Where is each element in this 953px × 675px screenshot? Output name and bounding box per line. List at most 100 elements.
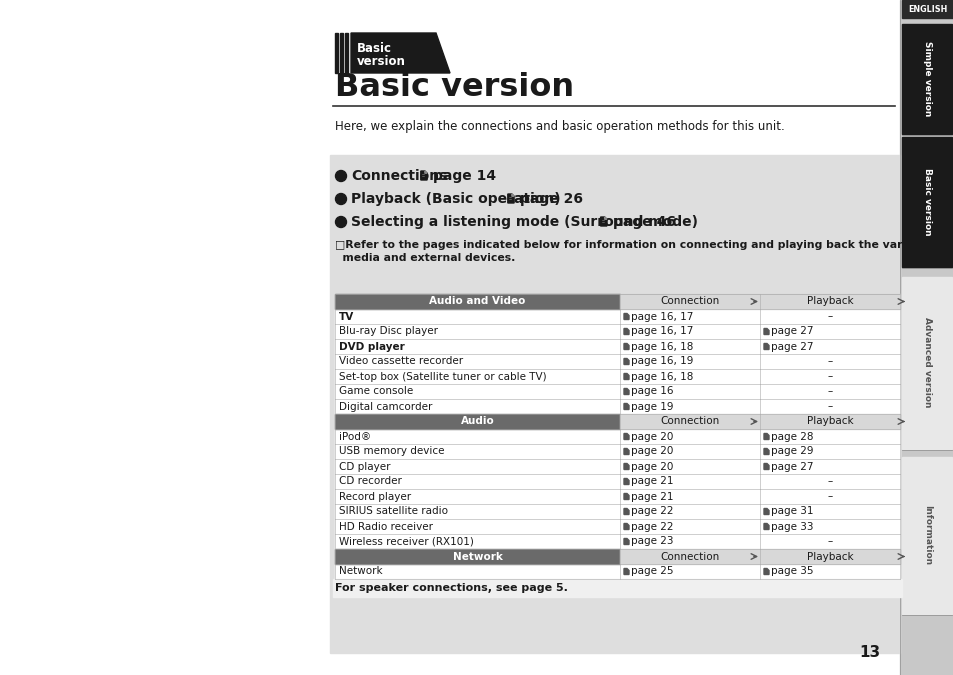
Text: –: –	[826, 477, 832, 487]
Bar	[335, 459, 899, 474]
Text: page 27: page 27	[770, 342, 813, 352]
Bar	[335, 534, 899, 549]
Polygon shape	[623, 479, 628, 485]
Text: Video cassette recorder: Video cassette recorder	[338, 356, 462, 367]
Polygon shape	[351, 33, 450, 73]
Text: page 22: page 22	[630, 522, 673, 531]
Polygon shape	[763, 464, 768, 470]
Text: page 28: page 28	[770, 431, 813, 441]
Bar	[335, 369, 899, 384]
Text: Blu-ray Disc player: Blu-ray Disc player	[338, 327, 437, 337]
Text: CD recorder: CD recorder	[338, 477, 401, 487]
Polygon shape	[507, 194, 514, 203]
Polygon shape	[604, 217, 606, 219]
Polygon shape	[623, 508, 628, 514]
Polygon shape	[623, 524, 628, 529]
Text: Audio and Video: Audio and Video	[429, 296, 525, 306]
Text: Game console: Game console	[338, 387, 413, 396]
Text: version: version	[356, 55, 405, 68]
Text: page 23: page 23	[630, 537, 673, 547]
Text: page 19: page 19	[630, 402, 673, 412]
Text: DVD player: DVD player	[338, 342, 404, 352]
Bar	[335, 504, 899, 519]
Text: page 16, 17: page 16, 17	[630, 311, 693, 321]
Bar	[335, 429, 899, 444]
Bar	[899, 0, 953, 675]
Text: page 20: page 20	[630, 446, 673, 456]
Text: Digital camcorder: Digital camcorder	[338, 402, 432, 412]
Bar	[339, 33, 343, 73]
Text: Set-top box (Satellite tuner or cable TV): Set-top box (Satellite tuner or cable TV…	[338, 371, 546, 381]
Text: page 25: page 25	[630, 566, 673, 576]
Text: TV: TV	[338, 311, 354, 321]
Text: Basic version: Basic version	[335, 72, 574, 103]
Bar	[335, 474, 899, 489]
Text: –: –	[826, 537, 832, 547]
Polygon shape	[623, 464, 628, 470]
Bar	[335, 414, 619, 429]
Text: page 20: page 20	[630, 462, 673, 472]
Text: SIRIUS satellite radio: SIRIUS satellite radio	[338, 506, 448, 516]
Polygon shape	[763, 329, 768, 335]
Text: –: –	[826, 356, 832, 367]
Text: USB memory device: USB memory device	[338, 446, 444, 456]
Text: Playback: Playback	[806, 551, 852, 562]
Text: page 46: page 46	[612, 215, 675, 229]
Bar	[760, 414, 899, 429]
Text: page 26: page 26	[519, 192, 582, 206]
Bar	[335, 519, 899, 534]
Text: –: –	[826, 491, 832, 502]
Text: Network: Network	[452, 551, 502, 562]
Text: iPod®: iPod®	[338, 431, 371, 441]
Bar	[901, 137, 951, 267]
Text: Advanced version: Advanced version	[923, 317, 931, 408]
Text: page 31: page 31	[770, 506, 813, 516]
Text: Wireless receiver (RX101): Wireless receiver (RX101)	[338, 537, 474, 547]
Bar	[335, 339, 899, 354]
Text: page 22: page 22	[630, 506, 673, 516]
Bar	[901, 457, 951, 614]
Text: media and external devices.: media and external devices.	[335, 253, 515, 263]
Text: –: –	[826, 402, 832, 412]
Polygon shape	[763, 524, 768, 529]
Text: □Refer to the pages indicated below for information on connecting and playing ba: □Refer to the pages indicated below for …	[335, 240, 926, 250]
Bar	[335, 564, 899, 579]
Bar	[335, 324, 899, 339]
Polygon shape	[623, 358, 628, 364]
Text: CD player: CD player	[338, 462, 390, 472]
Circle shape	[335, 171, 346, 182]
Text: Connection: Connection	[659, 416, 719, 427]
Bar	[335, 354, 899, 369]
Text: page 21: page 21	[630, 477, 673, 487]
Text: page 16: page 16	[630, 387, 673, 396]
Text: Simple version: Simple version	[923, 40, 931, 116]
Bar	[335, 399, 899, 414]
Text: page 16, 19: page 16, 19	[630, 356, 693, 367]
Text: Basic: Basic	[356, 42, 392, 55]
Text: Playback: Playback	[806, 296, 852, 306]
Circle shape	[335, 217, 346, 227]
Bar	[619, 294, 760, 309]
Polygon shape	[623, 329, 628, 335]
Text: Connections: Connections	[351, 169, 447, 183]
Polygon shape	[623, 344, 628, 350]
Text: –: –	[826, 311, 832, 321]
Text: Connection: Connection	[659, 551, 719, 562]
Polygon shape	[623, 448, 628, 454]
Polygon shape	[623, 539, 628, 545]
Text: page 14: page 14	[433, 169, 496, 183]
Text: 13: 13	[858, 645, 879, 660]
Text: page 33: page 33	[770, 522, 813, 531]
Text: Network: Network	[338, 566, 382, 576]
Polygon shape	[623, 373, 628, 379]
Bar	[335, 33, 337, 73]
Bar	[335, 384, 899, 399]
Bar	[335, 489, 899, 504]
Text: Playback (Basic operation): Playback (Basic operation)	[351, 192, 560, 206]
Bar	[345, 33, 348, 73]
Bar	[330, 155, 899, 653]
Text: page 16, 18: page 16, 18	[630, 342, 693, 352]
Polygon shape	[763, 433, 768, 439]
Text: page 27: page 27	[770, 462, 813, 472]
Bar	[335, 294, 619, 309]
